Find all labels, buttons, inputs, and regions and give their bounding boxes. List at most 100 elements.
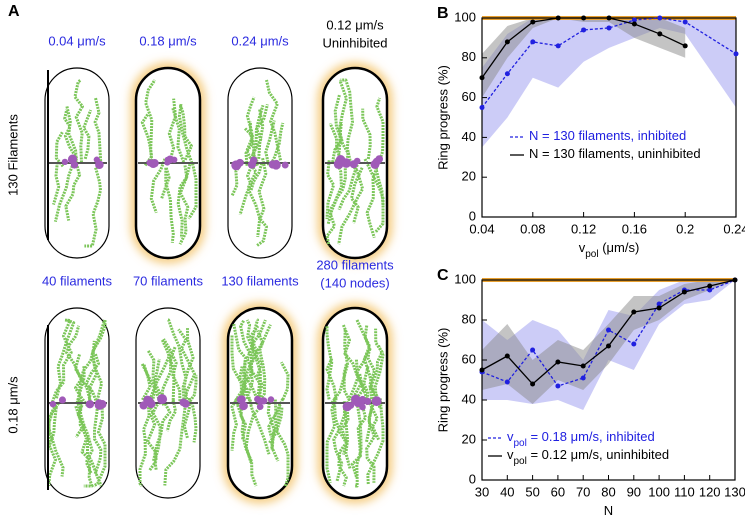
filament <box>337 164 359 211</box>
text-run: = 0.12 μm/s, uninhibited <box>527 447 669 462</box>
filament <box>52 162 61 206</box>
filament <box>93 96 103 162</box>
y-axis-label: Ring progress (%) <box>435 328 450 433</box>
filament <box>63 109 78 160</box>
filament <box>264 120 276 166</box>
filament <box>255 324 272 406</box>
node <box>353 399 362 407</box>
node <box>341 158 352 168</box>
filament <box>177 328 197 401</box>
cell-title: 130 filaments <box>221 273 299 288</box>
data-point <box>479 105 485 111</box>
filament <box>146 403 159 472</box>
data-point <box>656 301 662 307</box>
filament <box>146 349 163 405</box>
y-tick-label: 60 <box>462 89 476 104</box>
x-tick-label: 0.12 <box>571 221 596 236</box>
x-tick-label: 0.04 <box>469 221 494 236</box>
data-point <box>707 287 713 293</box>
filament <box>368 402 380 441</box>
x-axis-label: vpol (μm/s) <box>579 240 640 260</box>
data-point <box>732 277 738 283</box>
node <box>93 156 100 163</box>
node <box>342 401 352 412</box>
x-tick-label: 110 <box>674 484 695 499</box>
data-point <box>606 15 612 21</box>
filament <box>75 366 86 404</box>
y-tick-label: 20 <box>462 431 476 446</box>
x-tick-label: 80 <box>601 484 615 499</box>
filament <box>350 403 367 478</box>
data-point <box>504 379 510 385</box>
filament <box>354 318 371 400</box>
x-tick-label: 0.24 <box>723 221 745 236</box>
cell-title: 40 filaments <box>42 273 113 288</box>
filament <box>82 109 93 160</box>
x-tick-label: 130 <box>724 484 745 499</box>
filament <box>362 324 377 405</box>
filament <box>251 104 269 163</box>
node <box>359 395 366 403</box>
filament <box>350 167 364 224</box>
y-tick-label: 40 <box>462 129 476 144</box>
y-tick-label: 20 <box>462 169 476 184</box>
data-point <box>733 51 739 57</box>
node <box>281 161 289 169</box>
x-tick-label: 70 <box>576 484 590 499</box>
x-tick-label: 100 <box>648 484 670 499</box>
node <box>145 396 154 405</box>
filament <box>238 366 250 400</box>
filament <box>54 131 65 168</box>
y-tick-label: 100 <box>454 271 476 286</box>
x-tick-label: 0.2 <box>676 221 694 236</box>
filament <box>366 398 385 485</box>
node <box>94 399 105 410</box>
data-point <box>530 39 536 45</box>
node <box>375 155 384 163</box>
data-point <box>504 353 510 359</box>
filament <box>336 122 343 159</box>
filament <box>239 319 254 399</box>
y-tick-label: 40 <box>462 391 476 406</box>
y-tick-label: 80 <box>462 311 476 326</box>
data-point <box>555 383 561 389</box>
node <box>371 396 382 407</box>
text-run: N <box>604 503 613 518</box>
filament <box>178 163 192 245</box>
filament <box>365 401 376 443</box>
x-tick-label: 120 <box>699 484 721 499</box>
filament <box>182 397 191 439</box>
filament <box>248 121 259 167</box>
filament <box>354 359 370 406</box>
y-tick-label: 0 <box>469 208 476 223</box>
filament <box>265 79 282 161</box>
filament <box>373 344 385 400</box>
filament <box>243 360 261 405</box>
filament <box>243 127 256 168</box>
panel-label: C <box>437 267 449 284</box>
filament <box>325 357 338 409</box>
filament <box>333 405 348 455</box>
filament <box>187 163 198 220</box>
filament <box>326 162 347 225</box>
filament <box>84 167 102 248</box>
filament <box>337 405 350 487</box>
filament <box>330 329 349 404</box>
y-tick-label: 0 <box>469 471 476 486</box>
filament <box>363 158 385 207</box>
data-point <box>479 367 485 373</box>
node <box>333 159 344 170</box>
filament <box>159 167 171 200</box>
x-tick-label: 30 <box>475 484 489 499</box>
x-tick-label: 90 <box>627 484 641 499</box>
error-band <box>482 18 736 148</box>
y-tick-label: 60 <box>462 351 476 366</box>
node <box>139 401 148 410</box>
filament <box>190 402 198 443</box>
data-point <box>606 343 611 349</box>
node <box>267 396 275 403</box>
filament <box>73 78 84 163</box>
filament <box>332 402 347 482</box>
filament <box>267 407 284 445</box>
filament <box>49 318 73 406</box>
